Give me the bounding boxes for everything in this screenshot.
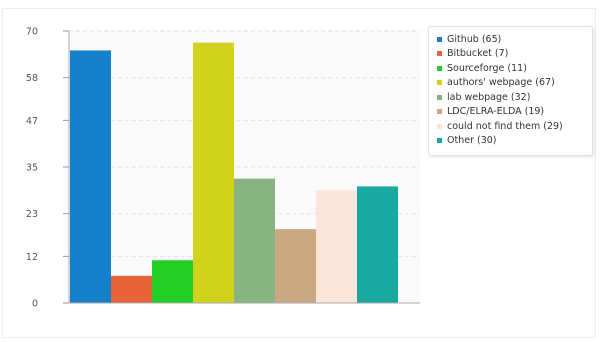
- y-tick-label: 12: [26, 252, 38, 263]
- legend-label: Other (30): [447, 135, 497, 147]
- legend-label: Sourceforge (11): [447, 62, 527, 74]
- legend-item[interactable]: could not find them (29): [437, 119, 588, 134]
- y-tick-label: 47: [26, 116, 38, 127]
- legend-label: could not find them (29): [447, 120, 563, 132]
- legend-swatch: [437, 80, 442, 86]
- bar-other[interactable]: [357, 186, 398, 303]
- legend-swatch: [437, 94, 442, 100]
- bar-could-not-find-them[interactable]: [316, 190, 357, 303]
- bar-bitbucket[interactable]: [111, 275, 152, 303]
- legend: Github (65) Bitbucket (7) Sourceforge (11)…: [428, 26, 593, 156]
- bar-authors-webpage[interactable]: [193, 42, 234, 304]
- y-tick-label: 0: [32, 299, 38, 310]
- legend-label: Bitbucket (7): [447, 48, 509, 60]
- bar-github[interactable]: [70, 50, 111, 303]
- legend-item[interactable]: LDC/ELRA-ELDA (19): [437, 105, 588, 120]
- legend-swatch: [437, 65, 442, 71]
- legend-item[interactable]: Bitbucket (7): [437, 47, 588, 62]
- y-tick-label: 35: [26, 163, 38, 174]
- y-tick-label: 23: [26, 209, 38, 220]
- legend-swatch: [437, 36, 442, 42]
- bar-lab-webpage[interactable]: [234, 178, 275, 303]
- legend-item[interactable]: Sourceforge (11): [437, 61, 588, 76]
- bars: [70, 42, 398, 304]
- legend-swatch: [437, 138, 442, 144]
- legend-item[interactable]: authors' webpage (67): [437, 76, 588, 91]
- legend-label: authors' webpage (67): [447, 77, 555, 89]
- bar-ldc-elra-elda[interactable]: [275, 229, 316, 303]
- legend-swatch: [437, 123, 442, 129]
- legend-swatch: [437, 51, 442, 57]
- y-axis: 0 12 23 35 47 58 70: [26, 27, 420, 310]
- bar-sourceforge[interactable]: [152, 260, 193, 303]
- legend-label: lab webpage (32): [447, 91, 531, 103]
- legend-item[interactable]: Other (30): [437, 134, 588, 149]
- legend-label: Github (65): [447, 33, 502, 45]
- legend-swatch: [437, 109, 442, 115]
- legend-item[interactable]: Github (65): [437, 32, 588, 47]
- y-tick-label: 70: [26, 27, 38, 38]
- legend-label: LDC/ELRA-ELDA (19): [447, 106, 545, 118]
- y-tick-label: 58: [26, 73, 38, 84]
- legend-item[interactable]: lab webpage (32): [437, 90, 588, 105]
